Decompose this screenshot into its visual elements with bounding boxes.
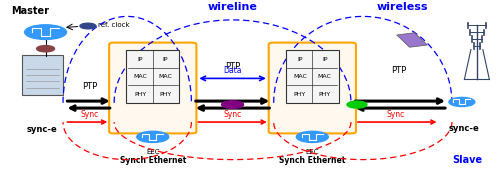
Text: EEC: EEC — [306, 149, 319, 155]
Text: Synch Ethernet: Synch Ethernet — [120, 156, 186, 165]
Text: Sync: Sync — [386, 110, 404, 119]
Circle shape — [80, 23, 96, 29]
Text: Sync: Sync — [80, 110, 98, 119]
Circle shape — [137, 131, 168, 143]
Text: ref. clock: ref. clock — [98, 23, 130, 29]
Text: PTP: PTP — [225, 62, 240, 71]
Polygon shape — [397, 33, 428, 47]
Text: wireline: wireline — [208, 2, 258, 12]
Text: MAC: MAC — [158, 74, 172, 79]
Text: PHY: PHY — [134, 92, 146, 97]
Text: Sync: Sync — [224, 110, 242, 119]
Text: IP: IP — [322, 57, 328, 62]
FancyBboxPatch shape — [109, 43, 196, 133]
Circle shape — [222, 101, 244, 108]
FancyBboxPatch shape — [286, 50, 339, 103]
Text: PHY: PHY — [159, 92, 172, 97]
Text: EEC: EEC — [146, 149, 160, 155]
Text: sync-e: sync-e — [26, 125, 58, 134]
Text: Synch Ethernet: Synch Ethernet — [279, 156, 345, 165]
Text: IP: IP — [162, 57, 168, 62]
Text: MAC: MAC — [134, 74, 147, 79]
Text: wireless: wireless — [376, 2, 428, 12]
Text: PHY: PHY — [294, 92, 306, 97]
Text: Data: Data — [224, 66, 242, 75]
Circle shape — [347, 101, 367, 108]
Text: PTP: PTP — [392, 66, 406, 75]
FancyBboxPatch shape — [22, 55, 62, 95]
Text: MAC: MAC — [318, 74, 332, 79]
Circle shape — [36, 46, 54, 52]
Text: IP: IP — [297, 57, 302, 62]
Text: PTP: PTP — [82, 82, 97, 91]
Text: IP: IP — [138, 57, 143, 62]
Text: MAC: MAC — [293, 74, 307, 79]
FancyBboxPatch shape — [126, 50, 179, 103]
Circle shape — [296, 131, 328, 143]
FancyBboxPatch shape — [268, 43, 356, 133]
Text: PHY: PHY — [318, 92, 331, 97]
Circle shape — [449, 98, 475, 106]
Text: Slave: Slave — [452, 155, 482, 165]
Circle shape — [24, 25, 66, 39]
Text: sync-e: sync-e — [449, 124, 480, 133]
Text: Master: Master — [12, 6, 50, 16]
